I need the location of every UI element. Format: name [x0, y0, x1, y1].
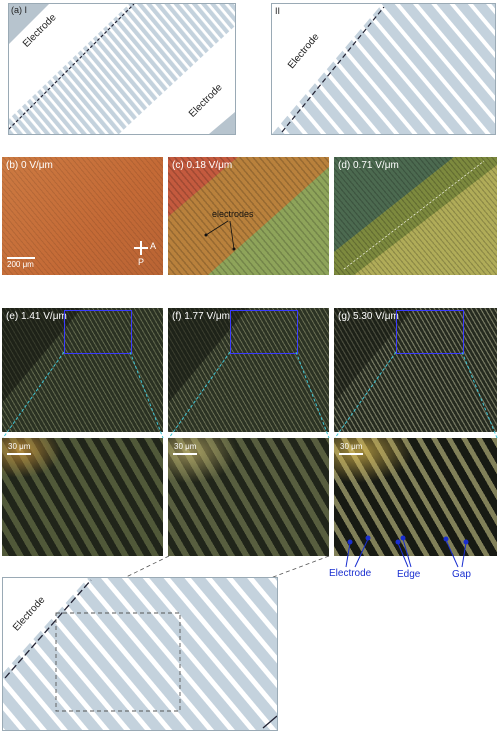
zoom-region-box: [230, 310, 298, 354]
zoom-f-scalebar-line: [173, 453, 197, 455]
micrograph-c-label: (c) 0.18 V/μm: [172, 160, 233, 171]
micrograph-f-label: (f) 1.77 V/μm: [172, 311, 230, 322]
micrograph-d-label: (d) 0.71 V/μm: [338, 160, 399, 171]
bottom-schematic: Electrode: [2, 577, 278, 731]
electrodes-annotation: electrodes: [212, 209, 254, 219]
zoom-g-scalebar-label: 30 μm: [340, 442, 363, 451]
bottom-schematic-drawing: [3, 578, 277, 730]
micrograph-b-label: (b) 0 V/μm: [6, 160, 53, 171]
micrograph-f: (f) 1.77 V/μm: [168, 308, 329, 432]
zoom-e-scalebar-label: 30 μm: [8, 442, 31, 451]
micrograph-g-label: (g) 5.30 V/μm: [338, 311, 399, 322]
scale-bar-line: [7, 257, 35, 259]
schematic-panel-ii: II Electrode: [271, 3, 496, 135]
schematic-ii-drawing: [272, 4, 495, 134]
gap-annotation-label: Gap: [452, 569, 471, 580]
micrograph-e: (e) 1.41 V/μm: [2, 308, 163, 432]
schematic-i-drawing: [9, 4, 235, 134]
polarizer-cross-icon: [134, 241, 148, 255]
micrograph-d: (d) 0.71 V/μm: [334, 157, 497, 275]
micrograph-c: (c) 0.18 V/μm electrodes: [168, 157, 329, 275]
analyzer-label: A: [150, 241, 157, 251]
panel-ii-label: II: [275, 6, 281, 16]
micrograph-b: (b) 0 V/μm 200 μm A P: [2, 157, 163, 275]
edge-annotation-label: Edge: [397, 569, 421, 580]
zoom-f: 30 μm: [168, 438, 329, 556]
micrograph-g: (g) 5.30 V/μm: [334, 308, 497, 432]
zoom-e: 30 μm: [2, 438, 163, 556]
zoom-g-markers: [347, 535, 469, 545]
micrograph-e-label: (e) 1.41 V/μm: [6, 311, 67, 322]
zoom-g: 30 μm: [334, 438, 497, 556]
zoom-f-scalebar-label: 30 μm: [174, 442, 197, 451]
zoom-region-box: [64, 310, 132, 354]
zoom-g-scalebar-line: [339, 453, 363, 455]
polarizer-label: P: [138, 257, 145, 267]
electrode-annotation-label: Electrode: [329, 568, 372, 579]
panel-a-label: (a) I: [11, 5, 28, 15]
scale-bar-label: 200 μm: [7, 260, 34, 269]
electrodes-arrows: [204, 220, 236, 251]
schematic-panel-i: (a) I Electrode Electrode: [8, 3, 236, 135]
zoom-region-box: [396, 310, 464, 354]
zoom-e-scalebar-line: [7, 453, 31, 455]
